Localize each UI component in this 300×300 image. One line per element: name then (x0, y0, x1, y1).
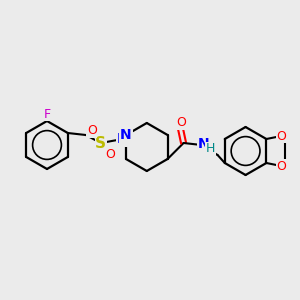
Text: O: O (105, 148, 115, 161)
Text: N: N (120, 128, 132, 142)
Text: N: N (117, 132, 129, 146)
Text: O: O (276, 160, 286, 172)
Text: S: S (95, 136, 106, 151)
Text: O: O (87, 124, 97, 137)
Text: O: O (276, 130, 286, 142)
Text: O: O (177, 116, 187, 130)
Text: H: H (206, 142, 215, 155)
Text: F: F (44, 107, 51, 121)
Text: N: N (198, 137, 209, 151)
